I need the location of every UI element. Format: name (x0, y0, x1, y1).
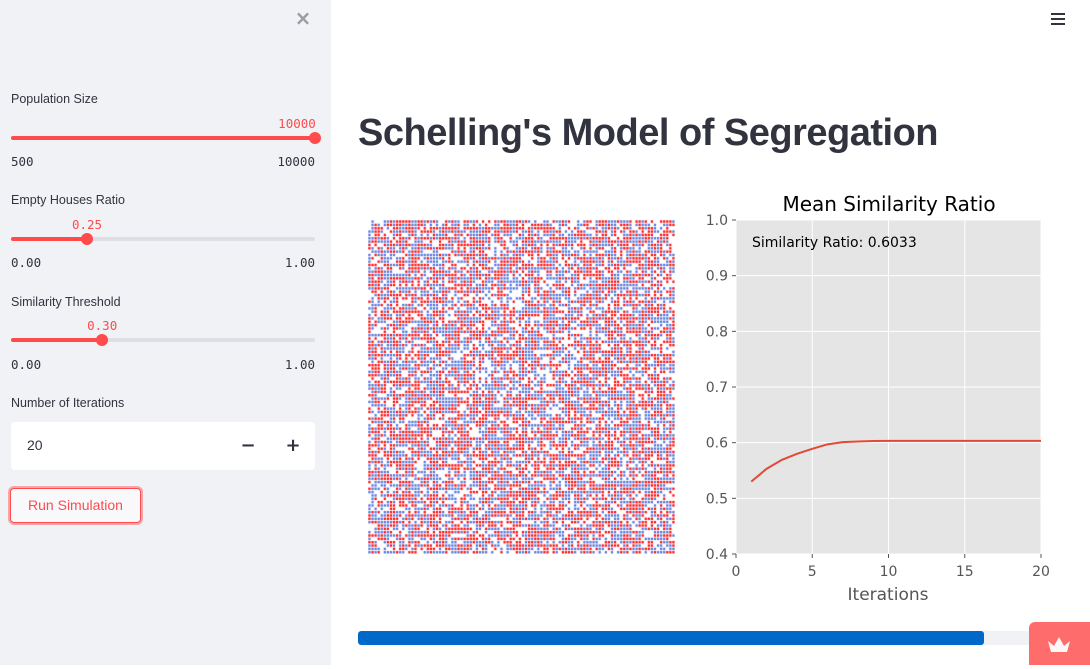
axis-ticks: 0 5 10 15 20 0.4 0.5 0.6 0.7 0.8 0.9 1.0 (706, 213, 1050, 580)
svg-text:20: 20 (1032, 564, 1050, 580)
svg-text:15: 15 (956, 564, 974, 580)
crown-icon (1048, 637, 1070, 652)
slider-thumb[interactable] (96, 334, 109, 346)
slider-value: 0.25 (71, 217, 103, 232)
slider-fill (11, 136, 315, 140)
svg-text:0.7: 0.7 (706, 380, 728, 396)
iterations-value[interactable]: 20 (27, 437, 43, 453)
sidebar: × Population Size 10000 500 10000 Empty … (0, 0, 331, 665)
similarity-line (750, 439, 1041, 483)
svg-text:10: 10 (880, 564, 898, 580)
svg-text:0.5: 0.5 (706, 491, 728, 507)
slider-track (11, 237, 315, 241)
svg-text:0.8: 0.8 (706, 324, 728, 340)
slider-fill (11, 338, 103, 342)
svg-text:0.4: 0.4 (706, 547, 728, 563)
decrement-button[interactable]: − (240, 435, 256, 456)
iterations-number-input[interactable]: 20 − + (11, 422, 315, 470)
x-axis-label: Iterations (848, 585, 929, 605)
slider-min: 0.00 (11, 255, 42, 270)
streamlit-badge[interactable] (1029, 622, 1090, 665)
slider-fill (11, 237, 87, 241)
page-title: Schelling's Model of Segregation (358, 112, 939, 154)
empty-houses-ratio-slider[interactable]: 0.25 (11, 217, 315, 260)
similarity-annotation: Similarity Ratio: 0.6033 (752, 235, 917, 251)
slider-max: 1.00 (284, 357, 315, 372)
empty-houses-ratio-label: Empty Houses Ratio (11, 193, 125, 207)
slider-value: 0.30 (87, 318, 118, 333)
chart-title: Mean Similarity Ratio (782, 192, 995, 216)
svg-text:1.0: 1.0 (706, 213, 728, 229)
population-size-slider[interactable]: 10000 (11, 116, 321, 159)
run-simulation-button[interactable]: Run Simulation (10, 488, 141, 523)
similarity-ratio-chart: Mean Similarity Ratio 0 5 10 15 200.40.50.60… (706, 192, 1050, 605)
slider-max: 1.00 (284, 255, 315, 270)
slider-min: 500 (11, 154, 34, 169)
slider-thumb[interactable] (81, 233, 93, 245)
similarity-threshold-slider[interactable]: 0.30 (11, 318, 315, 361)
svg-text:0.9: 0.9 (706, 269, 728, 285)
increment-button[interactable]: + (285, 435, 301, 456)
progress-bar (358, 631, 1038, 645)
similarity-range: 0.00 1.00 (11, 357, 315, 372)
similarity-threshold-label: Similarity Threshold (11, 295, 121, 309)
svg-text:0: 0 (732, 564, 741, 580)
slider-track (11, 338, 315, 342)
svg-text:5: 5 (808, 564, 817, 580)
slider-min: 0.00 (11, 357, 42, 372)
hamburger-menu-icon[interactable] (1051, 13, 1065, 27)
svg-text:0.6: 0.6 (706, 436, 728, 452)
population-range: 500 10000 (11, 154, 315, 169)
population-size-label: Population Size (11, 92, 98, 106)
segregation-grid-plot (368, 220, 675, 554)
slider-thumb[interactable] (309, 132, 321, 144)
slider-max: 10000 (277, 154, 315, 169)
empty-ratio-range: 0.00 1.00 (11, 255, 315, 270)
slider-value: 10000 (278, 116, 316, 131)
iterations-label: Number of Iterations (11, 396, 125, 410)
close-sidebar-icon[interactable]: × (294, 6, 312, 30)
progress-fill (358, 631, 984, 645)
